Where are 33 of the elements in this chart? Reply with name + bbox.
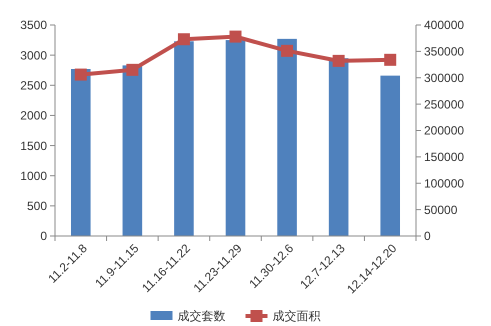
bar: [226, 40, 246, 236]
y2-tick-label: 150000: [424, 150, 464, 164]
point: [74, 68, 87, 81]
y2-tick-label: 50000: [424, 202, 458, 217]
y-tick-label: 1000: [20, 168, 48, 183]
y2-tick-label: 100000: [424, 176, 464, 190]
bar: [122, 65, 142, 236]
bar: [174, 41, 194, 236]
point: [126, 64, 138, 76]
point: [384, 54, 396, 66]
point: [332, 54, 345, 67]
bar: [70, 69, 91, 236]
y-tick-label: 0: [40, 229, 48, 244]
legend-label: 成交套数: [178, 309, 226, 324]
y-tick-label: 1500: [20, 138, 48, 153]
y-tick-label: 500: [26, 199, 48, 214]
point: [281, 44, 294, 57]
y2-tick-label: 250000: [424, 97, 464, 112]
y2-tick-label: 350000: [424, 44, 464, 59]
legend-label: 成交面积: [272, 309, 320, 324]
y2-tick-label: 0: [424, 229, 431, 244]
y-tick-label: 2000: [20, 108, 48, 123]
y2-tick-label: 400000: [424, 18, 464, 32]
bar: [380, 76, 400, 236]
y-tick-label: 3000: [20, 48, 48, 62]
point: [230, 30, 242, 43]
point: [178, 33, 190, 46]
bar: [277, 38, 297, 236]
y2-tick-label: 200000: [424, 124, 464, 138]
y-tick-label: 2500: [20, 78, 48, 92]
y2-tick-label: 300000: [424, 70, 464, 85]
y-tick-label: 3500: [20, 18, 48, 32]
bar: [328, 58, 348, 236]
